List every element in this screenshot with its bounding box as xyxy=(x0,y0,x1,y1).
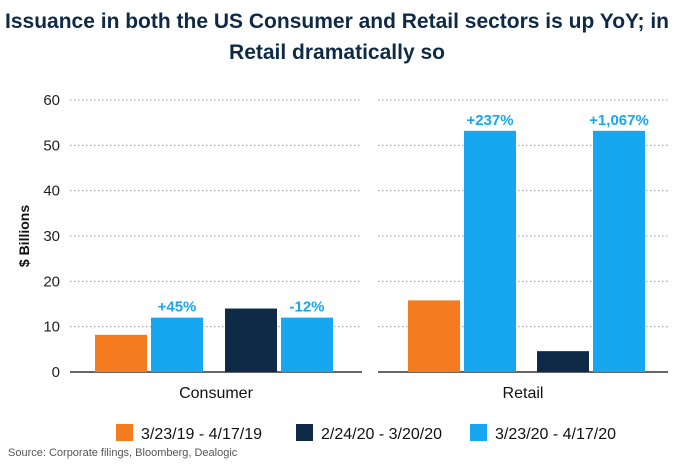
y-tick-label: 50 xyxy=(43,137,60,154)
legend-label: 2/24/20 - 3/20/20 xyxy=(321,426,442,443)
data-label: -12% xyxy=(289,299,324,316)
bar-retail-3 xyxy=(537,351,589,372)
legend-swatch xyxy=(116,424,133,441)
source-note: Source: Corporate filings, Bloomberg, De… xyxy=(8,447,238,459)
data-label: +45% xyxy=(158,299,197,316)
data-label: +1,067% xyxy=(589,112,649,129)
y-axis-label: $ Billions xyxy=(16,205,32,267)
data-label: +237% xyxy=(466,112,513,129)
category-label-retail: Retail xyxy=(503,385,544,402)
chart-title: Issuance in both the US Consumer and Ret… xyxy=(0,6,674,68)
y-tick-label: 40 xyxy=(43,183,60,200)
y-tick-label: 20 xyxy=(43,273,60,290)
legend-label: 3/23/20 - 4/17/20 xyxy=(495,426,616,443)
legend-label: 3/23/19 - 4/17/19 xyxy=(141,426,262,443)
bar-consumer-2 xyxy=(151,317,203,372)
category-label-consumer: Consumer xyxy=(179,385,253,402)
legend-swatch xyxy=(470,424,487,441)
bar-retail-2 xyxy=(464,130,516,372)
y-tick-label: 10 xyxy=(43,319,60,336)
y-tick-label: 60 xyxy=(43,92,60,109)
legend-swatch xyxy=(296,424,313,441)
bar-retail-1 xyxy=(408,300,460,372)
bar-consumer-1 xyxy=(95,334,147,372)
bar-consumer-3 xyxy=(225,308,277,372)
chart-title-line-2: Retail dramatically so xyxy=(229,41,445,64)
chart-title-line-1: Issuance in both the US Consumer and Ret… xyxy=(5,10,669,33)
y-tick-label: 30 xyxy=(43,228,60,245)
y-tick-label: 0 xyxy=(52,364,60,381)
bar-consumer-4 xyxy=(281,317,333,372)
bar-retail-4 xyxy=(593,130,645,372)
